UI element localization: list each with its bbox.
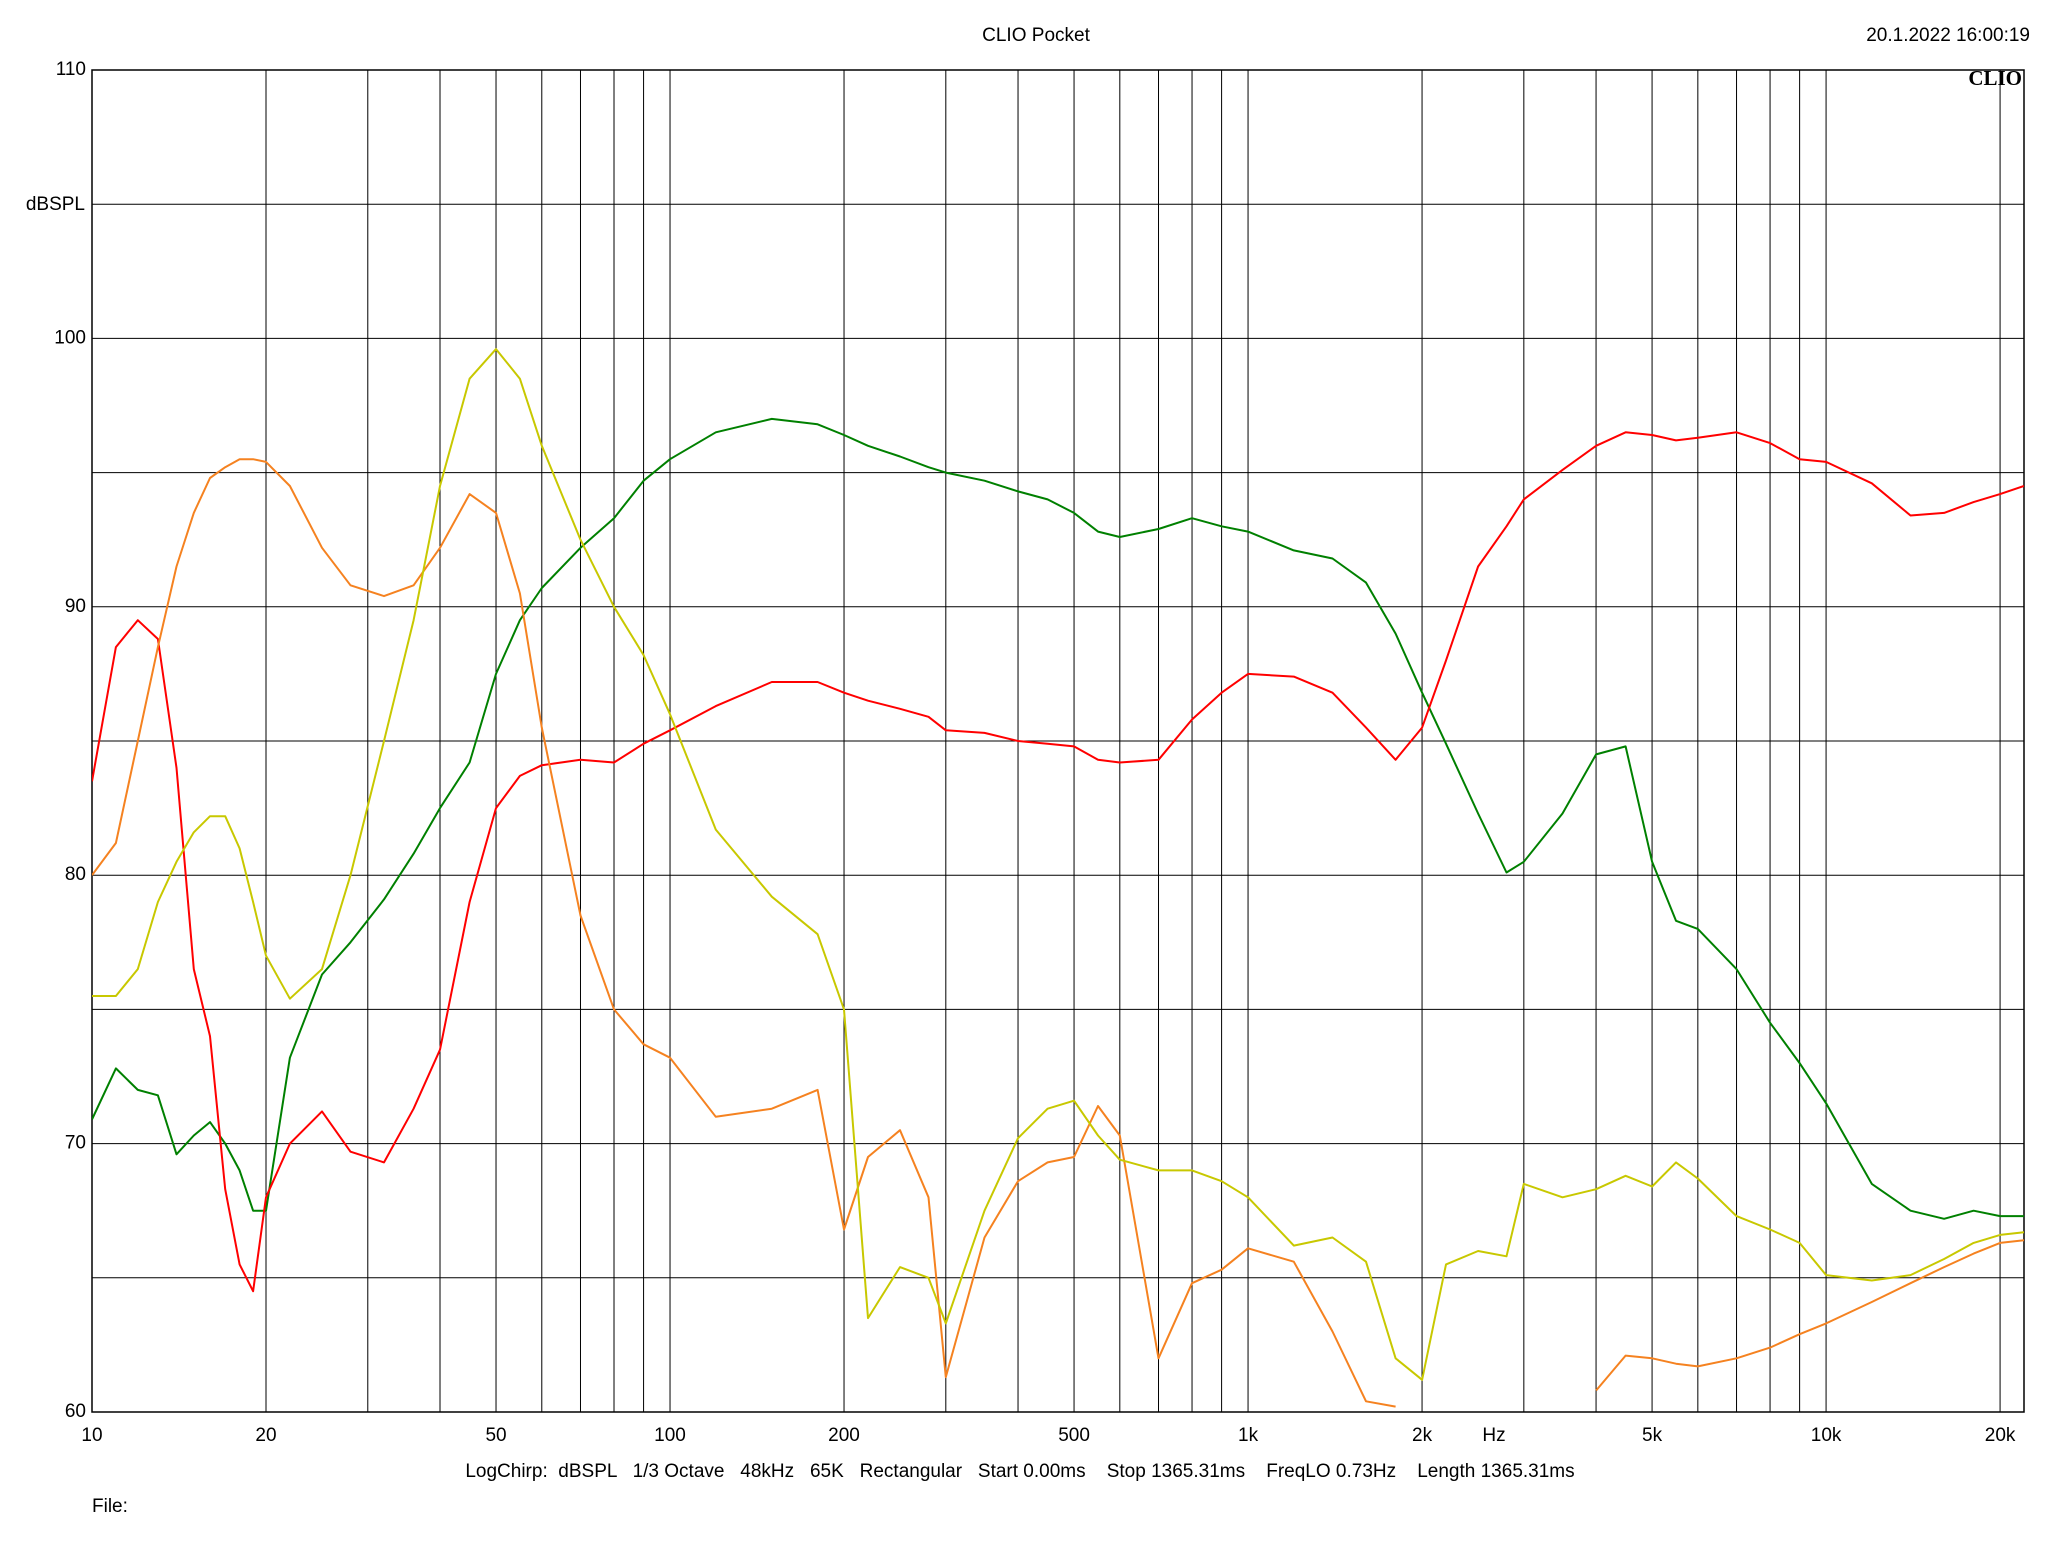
x-tick-label: 10k xyxy=(1811,1425,1842,1446)
y-tick-label: 80 xyxy=(65,864,86,885)
x-tick-label: 100 xyxy=(654,1425,686,1446)
x-tick-label: 1k xyxy=(1238,1425,1259,1446)
y-tick-label: 60 xyxy=(65,1401,86,1422)
y-tick-label: 90 xyxy=(65,596,86,617)
y-tick-label: 70 xyxy=(65,1133,86,1154)
response-curve xyxy=(92,458,2024,1408)
x-tick-label: 5k xyxy=(1642,1425,1663,1446)
timestamp: 20.1.2022 16:00:19 xyxy=(1866,25,2030,46)
chart-title: CLIO Pocket xyxy=(982,25,1090,46)
y-tick-label: 100 xyxy=(54,327,86,348)
footer: LogChirp: dBSPL 1/3 Octave 48kHz 65K Rec… xyxy=(465,1461,1574,1482)
x-tick-label: 20k xyxy=(1985,1425,2016,1446)
x-tick-label: 2k xyxy=(1412,1425,1433,1446)
response-curve xyxy=(92,348,2024,1381)
file-label: File: xyxy=(92,1496,128,1517)
x-axis-label: Hz xyxy=(1482,1425,1505,1446)
x-tick-label: 10 xyxy=(81,1425,102,1446)
grid xyxy=(91,69,2024,1413)
plot-frame xyxy=(91,69,2025,1413)
x-tick-label: 20 xyxy=(255,1425,276,1446)
response-curve xyxy=(92,417,2024,1220)
x-tick-label: 200 xyxy=(828,1425,860,1446)
x-tick-label: 50 xyxy=(485,1425,506,1446)
y-tick-label: 110 xyxy=(56,59,86,80)
x-tick-label: 500 xyxy=(1058,1425,1090,1446)
y-axis-label: dBSPL xyxy=(26,194,85,215)
response-curve xyxy=(92,431,2024,1293)
